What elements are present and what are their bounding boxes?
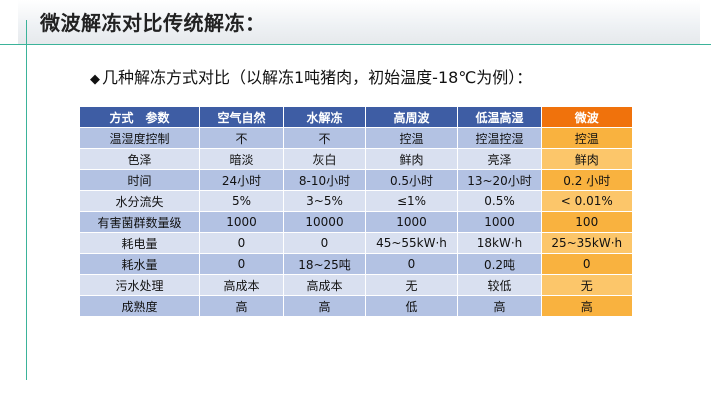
header-cell: 水解冻	[283, 106, 366, 128]
table-cell: 鲜肉	[365, 148, 458, 170]
header-cell: 高周波	[365, 106, 458, 128]
table-cell: 1000	[199, 211, 284, 233]
table-cell: 18~25吨	[283, 253, 366, 275]
table-cell: 0	[199, 253, 284, 275]
row-label: 有害菌群数量级	[79, 211, 200, 233]
table-cell: 0	[365, 253, 458, 275]
table-row: 耗电量 0 0 45~55kW·h 18kW·h 25~35kW·h	[79, 232, 632, 254]
row-label: 成熟度	[79, 295, 200, 316]
header-cell: 方式 参数	[79, 106, 200, 128]
table-cell: 控温控湿	[457, 127, 542, 149]
table-cell: 高	[457, 295, 542, 316]
slide-subtitle: ◆ 几种解冻方式对比（以解冻1吨猪肉，初始温度-18℃为例）：	[90, 64, 532, 88]
microwave-cell: 0.2 小时	[541, 169, 632, 191]
left-accent-line	[26, 20, 27, 380]
table-cell: 较低	[457, 274, 542, 296]
title-underline	[0, 44, 711, 45]
table-cell: 高	[199, 295, 284, 316]
table-cell: 0	[283, 232, 366, 254]
title-band	[18, 0, 700, 44]
header-cell-microwave: 微波	[541, 106, 632, 128]
table-row: 时间 24小时 8-10小时 0.5小时 13~20小时 0.2 小时	[79, 169, 632, 191]
table-cell: 10000	[283, 211, 366, 233]
table-row: 水分流失 5% 3~5% ≤1% 0.5% < 0.01%	[79, 190, 632, 212]
slide-title: 微波解冻对比传统解冻：	[40, 11, 266, 35]
table-cell: 5%	[199, 190, 284, 212]
table-cell: 18kW·h	[457, 232, 542, 254]
table-cell: 控温	[365, 127, 458, 149]
table-row: 污水处理 高成本 高成本 无 较低 无	[79, 274, 632, 296]
table-cell: 0.5小时	[365, 169, 458, 191]
microwave-cell: 控温	[541, 127, 632, 149]
table-cell: 暗淡	[199, 148, 284, 170]
row-label: 污水处理	[79, 274, 200, 296]
table-cell: 1000	[365, 211, 458, 233]
table-cell: 灰白	[283, 148, 366, 170]
table-cell: 24小时	[199, 169, 284, 191]
table-cell: 低	[365, 295, 458, 316]
row-label: 时间	[79, 169, 200, 191]
row-label: 温湿度控制	[79, 127, 200, 149]
row-label: 色泽	[79, 148, 200, 170]
table-cell: 不	[283, 127, 366, 149]
row-label: 耗水量	[79, 253, 200, 275]
microwave-cell: 鲜肉	[541, 148, 632, 170]
microwave-cell: 25~35kW·h	[541, 232, 632, 254]
table-cell: ≤1%	[365, 190, 458, 212]
table-cell: 45~55kW·h	[365, 232, 458, 254]
microwave-cell: 无	[541, 274, 632, 296]
microwave-cell: < 0.01%	[541, 190, 632, 212]
table-cell: 无	[365, 274, 458, 296]
table-cell: 1000	[457, 211, 542, 233]
row-label: 耗电量	[79, 232, 200, 254]
table-cell: 高成本	[283, 274, 366, 296]
table-cell: 3~5%	[283, 190, 366, 212]
table-row: 耗水量 0 18~25吨 0 0.2吨 0	[79, 253, 632, 275]
comparison-table: 方式 参数 空气自然 水解冻 高周波 低温高湿 微波 温湿度控制 不 不 控温 …	[79, 106, 632, 316]
row-label: 水分流失	[79, 190, 200, 212]
table-cell: 不	[199, 127, 284, 149]
table-cell: 8-10小时	[283, 169, 366, 191]
microwave-cell: 100	[541, 211, 632, 233]
table-row: 成熟度 高 高 低 高 高	[79, 295, 632, 316]
table-cell: 13~20小时	[457, 169, 542, 191]
table-cell: 亮泽	[457, 148, 542, 170]
table-row: 温湿度控制 不 不 控温 控温控湿 控温	[79, 127, 632, 149]
header-cell: 低温高湿	[457, 106, 542, 128]
microwave-cell: 高	[541, 295, 632, 316]
header-cell: 空气自然	[199, 106, 284, 128]
table-row: 色泽 暗淡 灰白 鲜肉 亮泽 鲜肉	[79, 148, 632, 170]
microwave-cell: 0	[541, 253, 632, 275]
table-row: 有害菌群数量级 1000 10000 1000 1000 100	[79, 211, 632, 233]
diamond-bullet-icon: ◆	[90, 72, 100, 87]
table-cell: 0.5%	[457, 190, 542, 212]
table-cell: 0.2吨	[457, 253, 542, 275]
table-header-row: 方式 参数 空气自然 水解冻 高周波 低温高湿 微波	[79, 106, 632, 128]
table-cell: 高	[283, 295, 366, 316]
table-cell: 高成本	[199, 274, 284, 296]
subtitle-text: 几种解冻方式对比（以解冻1吨猪肉，初始温度-18℃为例）：	[102, 68, 533, 87]
table-cell: 0	[199, 232, 284, 254]
